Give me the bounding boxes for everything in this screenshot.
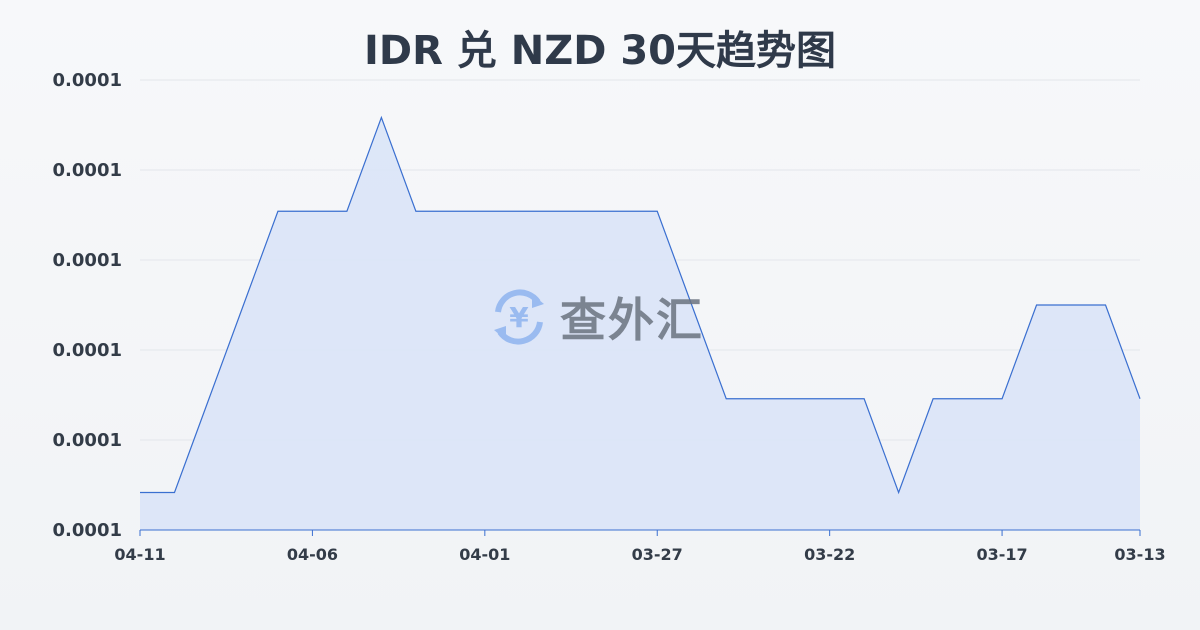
y-tick-label: 0.0001: [53, 520, 122, 541]
series-line: [140, 115, 1141, 495]
chart-title: IDR 兑 NZD 30天趋势图: [363, 28, 836, 74]
area-fill: [140, 117, 1140, 530]
y-tick-label: 0.0001: [53, 430, 122, 451]
y-tick-label: 0.0001: [53, 250, 122, 271]
x-tick-label: 04-01: [459, 545, 510, 564]
x-tick-label: 04-11: [114, 545, 165, 564]
x-tick-label: 03-13: [1114, 545, 1165, 564]
x-tick-label: 03-27: [632, 545, 683, 564]
x-tick-label: 03-22: [804, 545, 855, 564]
watermark: ¥ 查外汇: [488, 284, 704, 350]
x-tick-label: 04-06: [287, 545, 338, 564]
y-tick-label: 0.0001: [53, 70, 122, 91]
x-tick-label: 03-17: [976, 545, 1027, 564]
watermark-text: 查外汇: [560, 293, 704, 347]
svg-text:¥: ¥: [509, 301, 529, 334]
y-tick-label: 0.0001: [53, 340, 122, 361]
yen-exchange-icon: ¥: [494, 289, 544, 345]
y-tick-label: 0.0001: [53, 160, 122, 181]
